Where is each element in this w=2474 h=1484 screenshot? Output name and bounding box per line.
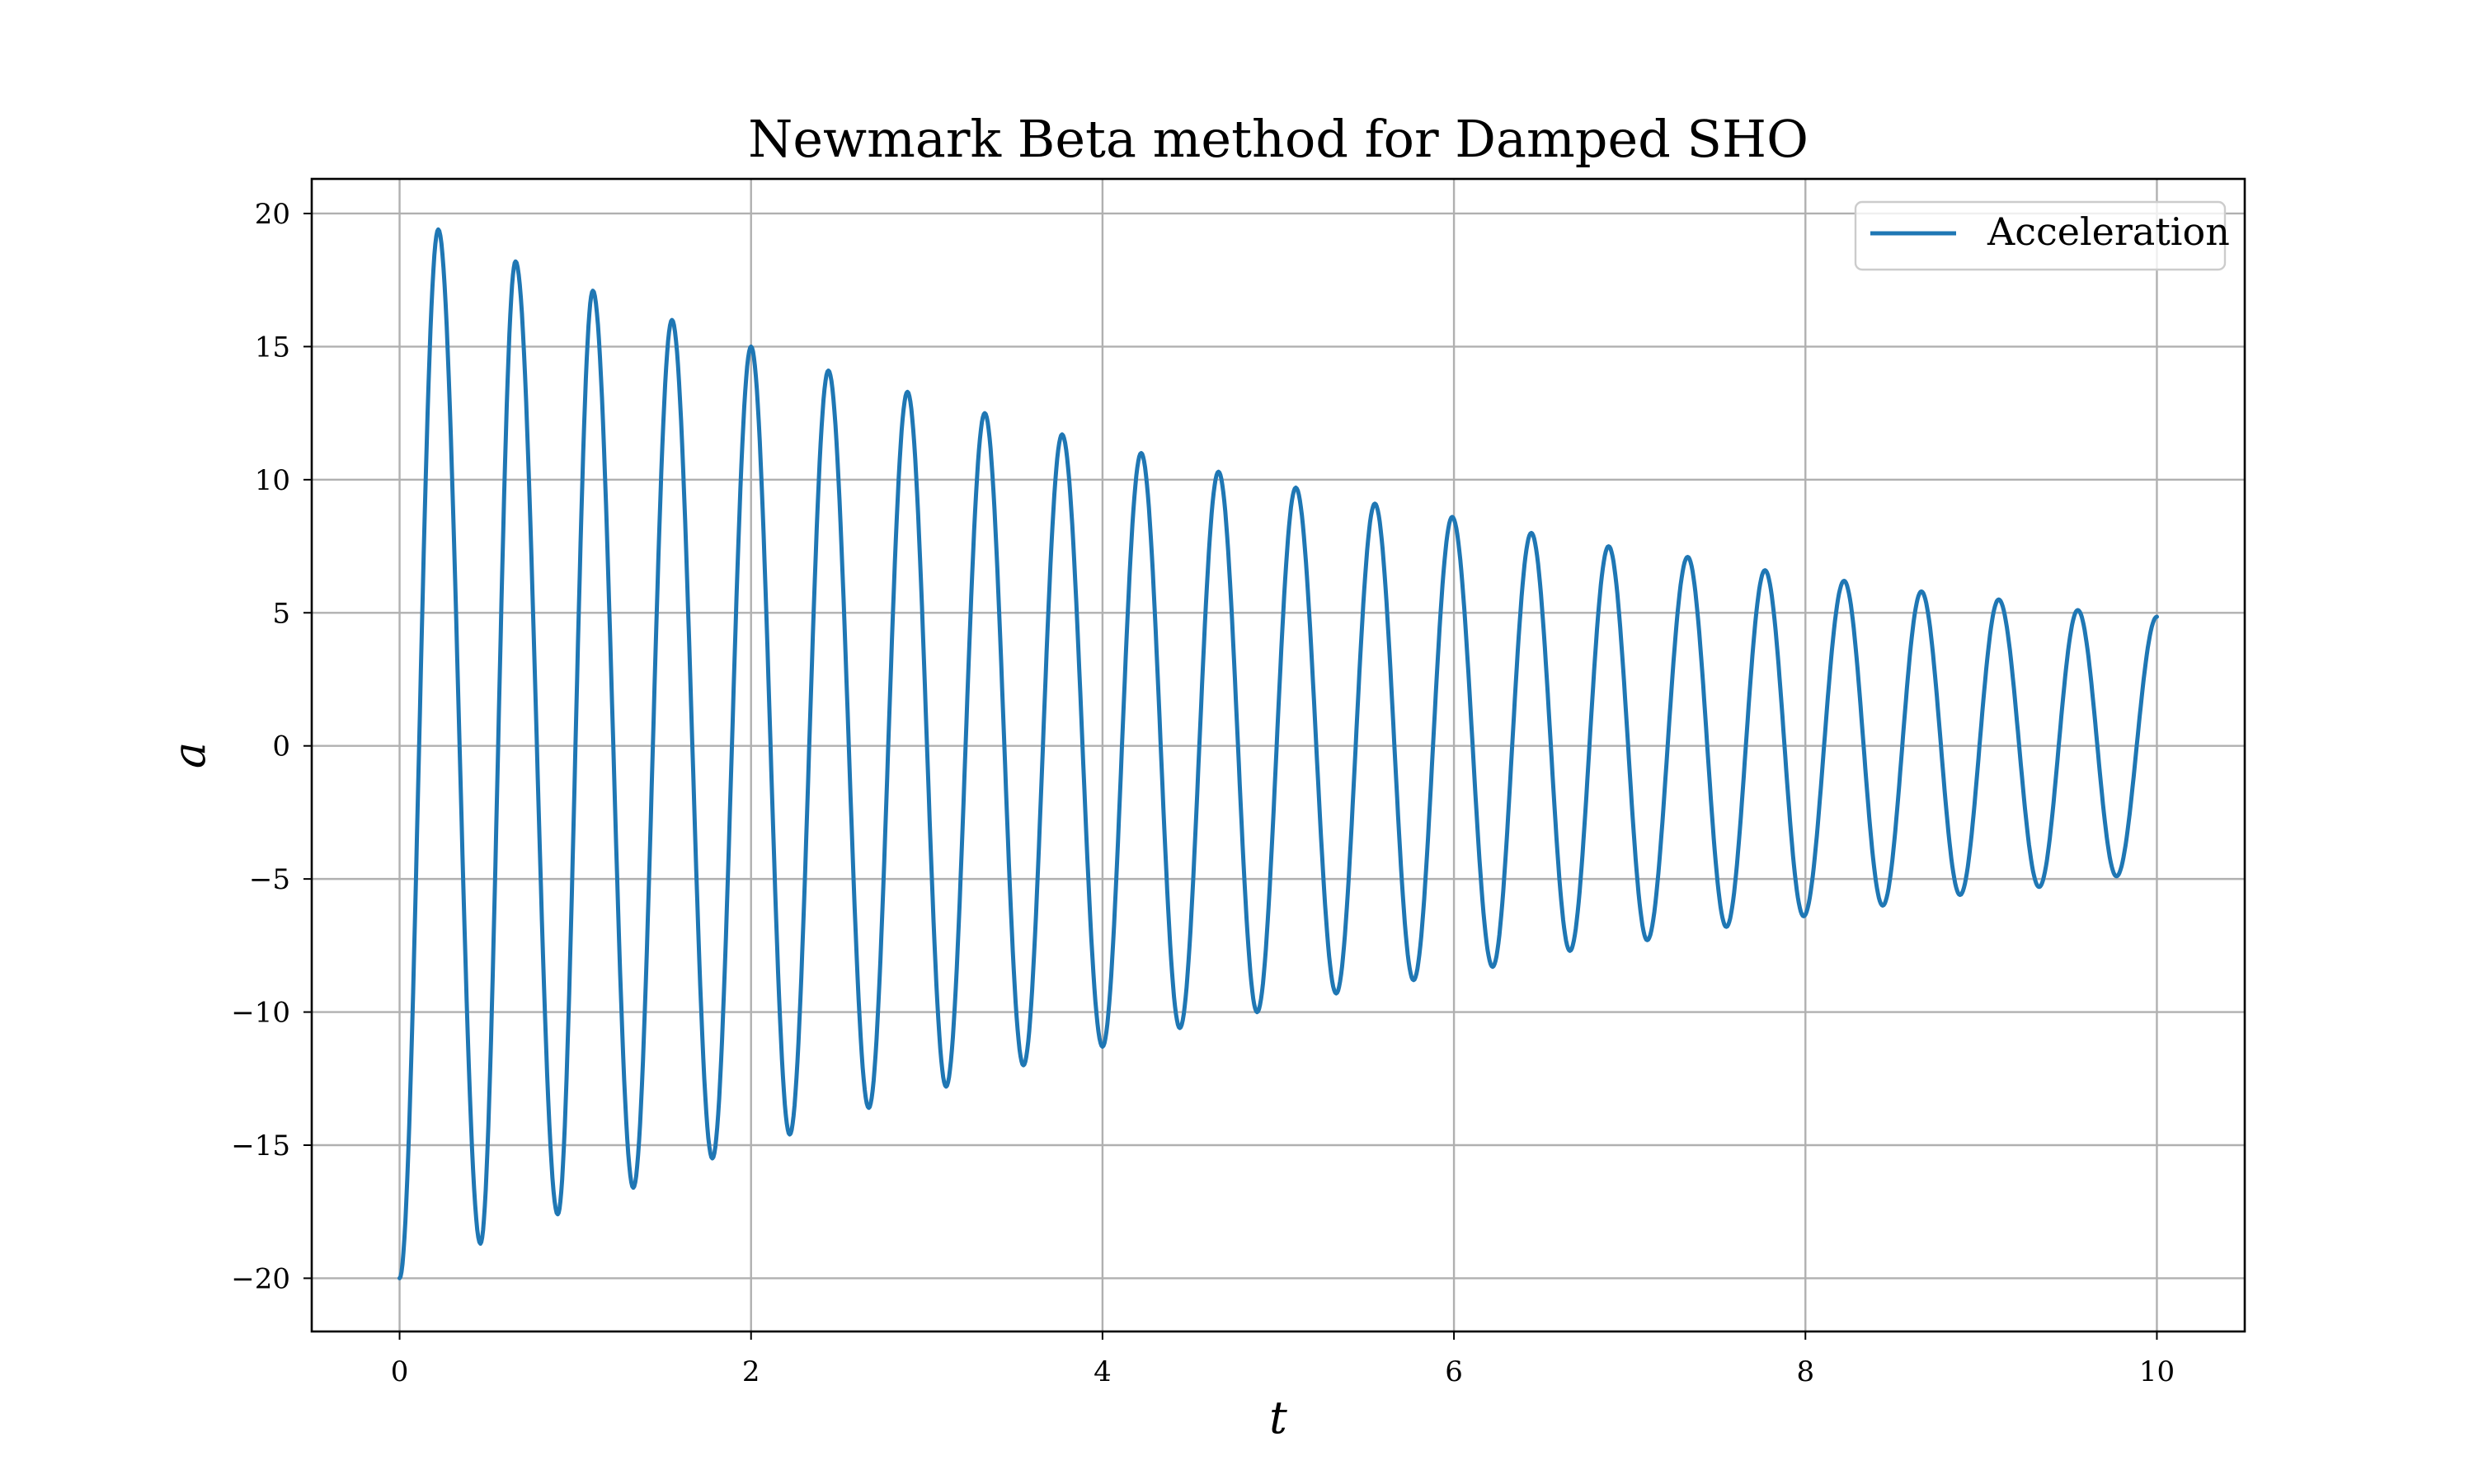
grid-lines	[312, 179, 2245, 1331]
ticks	[303, 212, 2158, 1340]
series-line-acceleration	[397, 227, 2159, 1280]
legend: Acceleration	[1854, 200, 2230, 271]
x-tick-label: 2	[742, 1355, 760, 1388]
x-tick-label: 8	[1796, 1355, 1814, 1388]
legend-box	[1854, 200, 2227, 271]
y-tick-label: −5	[249, 863, 290, 896]
x-tick-labels: 0 2 4 6 8 10	[391, 1355, 2175, 1388]
y-axis-label: a	[163, 742, 215, 768]
x-axis-label: t	[1269, 1392, 1287, 1444]
series-layer	[397, 227, 2159, 1280]
y-tick-label: −20	[231, 1262, 290, 1295]
plot-frame	[310, 177, 2246, 1333]
y-tick-label: −10	[231, 997, 290, 1030]
x-tick-label: 10	[2139, 1355, 2175, 1388]
y-tick-labels: −20 −15 −10 −5 0 5 10 15 20	[231, 198, 290, 1295]
y-tick-label: 15	[255, 331, 290, 364]
y-tick-label: 20	[255, 198, 290, 231]
y-tick-label: −15	[231, 1129, 290, 1162]
y-tick-label: 0	[272, 730, 290, 763]
x-tick-label: 4	[1094, 1355, 1112, 1388]
y-tick-label: 10	[255, 464, 290, 497]
x-tick-label: 0	[391, 1355, 409, 1388]
y-tick-label: 5	[272, 597, 290, 630]
x-tick-label: 6	[1445, 1355, 1463, 1388]
chart-title: Newmark Beta method for Damped SHO	[748, 109, 1808, 169]
legend-label: Acceleration	[1987, 209, 2230, 254]
